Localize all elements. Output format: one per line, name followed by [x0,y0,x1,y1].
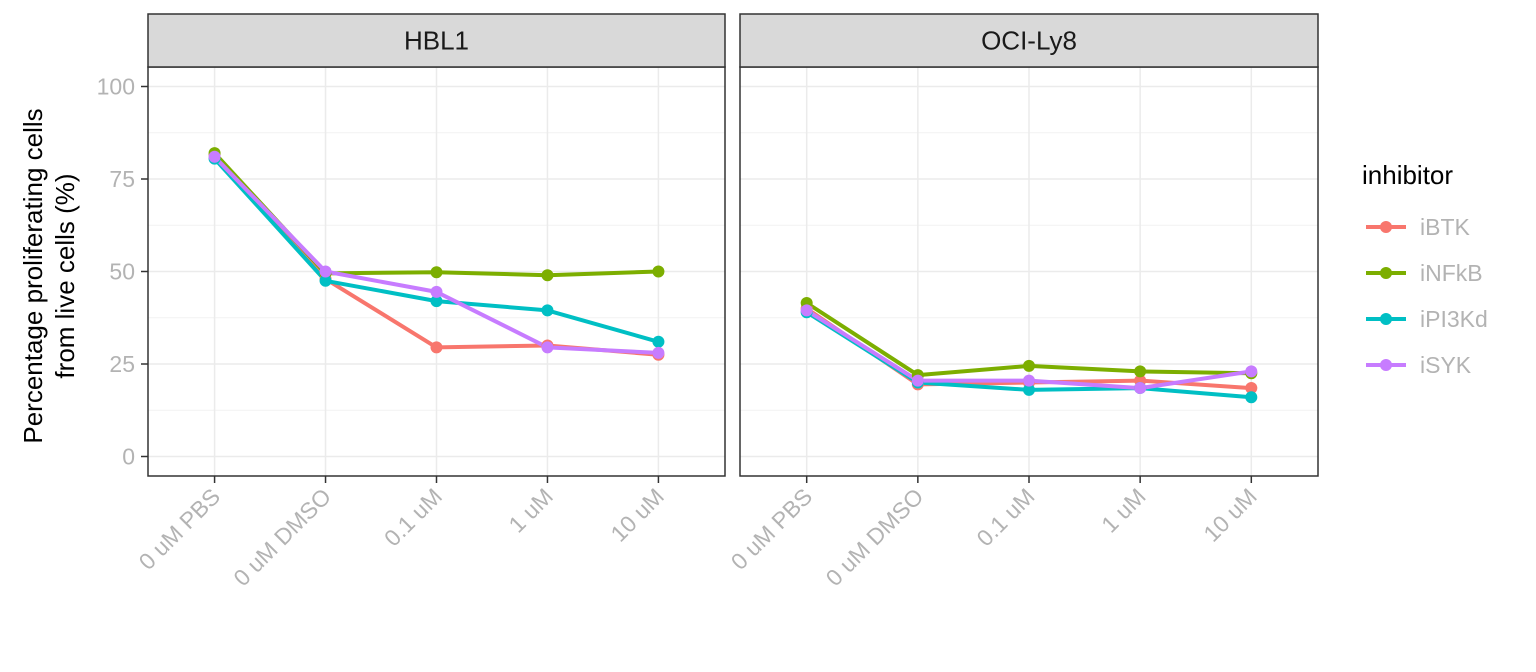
data-point-iPI3Kd [652,335,665,348]
data-point-iNFkB [652,265,665,278]
data-point-iPI3Kd [541,304,554,317]
data-point-iNFkB [541,269,554,282]
x-tick-label: 10 uM [1198,483,1262,547]
legend-key-point [1380,221,1392,233]
panel-0: HBL1 0 uM PBS 0 uM DMSO 0.1 uM 1 uM 10 uM 0 25 5… [97,13,726,591]
y-axis-title-line-1: Percentage proliferating cells [18,108,48,443]
legend-item-iSYK: iSYK [1366,352,1472,378]
facet-strip-label: OCI-Ly8 [981,26,1077,56]
data-point-iSYK [1245,365,1258,378]
x-tick-label: 0 uM PBS [726,483,818,575]
legend-item-iPI3Kd: iPI3Kd [1366,306,1488,332]
y-tick-label: 75 [109,166,135,192]
x-tick-label: 10 uM [605,483,669,547]
y-axis-title: Percentage proliferating cells from live… [18,108,80,443]
x-tick-label: 0 uM DMSO [821,483,929,591]
data-point-iNFkB [1023,359,1035,372]
x-tick-label: 0.1 uM [379,483,447,551]
data-point-iBTK [1245,382,1258,395]
data-point-iSYK [1023,374,1035,387]
y-tick-label: 100 [97,74,135,100]
panel-1: OCI-Ly8 0 uM PBS 0 uM DMSO 0.1 uM 1 uM 10 uM [726,13,1319,591]
data-point-iNFkB [1134,365,1147,378]
legend-key-point [1380,313,1392,325]
data-point-iSYK [800,304,813,317]
data-point-iPI3Kd [430,295,443,308]
y-tick-label: 0 [122,444,135,470]
legend-label: iNFkB [1420,260,1483,286]
legend-key-point [1380,267,1392,279]
x-tick-label: 0.1 uM [971,483,1039,551]
data-point-iNFkB [430,266,443,279]
facet-strip [147,13,726,68]
data-point-iSYK [208,150,221,163]
x-tick-label: 0 uM PBS [134,483,226,575]
x-tick-label: 1 uM [1096,483,1151,538]
legend-label: iPI3Kd [1420,306,1488,332]
y-axis-title-line-2: from live cells (%) [50,173,80,378]
data-point-iPI3Kd [319,274,332,287]
data-point-iPI3Kd [1245,391,1258,404]
facet-strip [739,13,1319,68]
data-point-iSYK [319,265,332,278]
y-tick-label: 25 [109,351,135,377]
data-point-iSYK [911,374,924,387]
legend: inhibitor iBTK iNFkB iPI3Kd iSYK [1362,160,1488,378]
data-point-iSYK [652,346,665,359]
data-point-iSYK [430,285,443,298]
data-point-iSYK [541,341,554,354]
legend-label: iBTK [1420,214,1471,240]
y-tick-label: 50 [109,259,135,285]
legend-label: iSYK [1420,352,1472,378]
data-point-iBTK [430,341,443,354]
legend-item-iNFkB: iNFkB [1366,260,1483,286]
facet-strip-label: HBL1 [404,26,469,56]
data-point-iSYK [1134,382,1147,395]
legend-key-point [1380,359,1392,371]
data-point-iPI3Kd [1023,383,1035,396]
legend-title: inhibitor [1362,160,1453,190]
legend-item-iBTK: iBTK [1366,214,1471,240]
legend-items: iBTK iNFkB iPI3Kd iSYK [1366,214,1488,378]
x-tick-label: 1 uM [503,483,558,538]
x-tick-label: 0 uM DMSO [228,483,336,591]
